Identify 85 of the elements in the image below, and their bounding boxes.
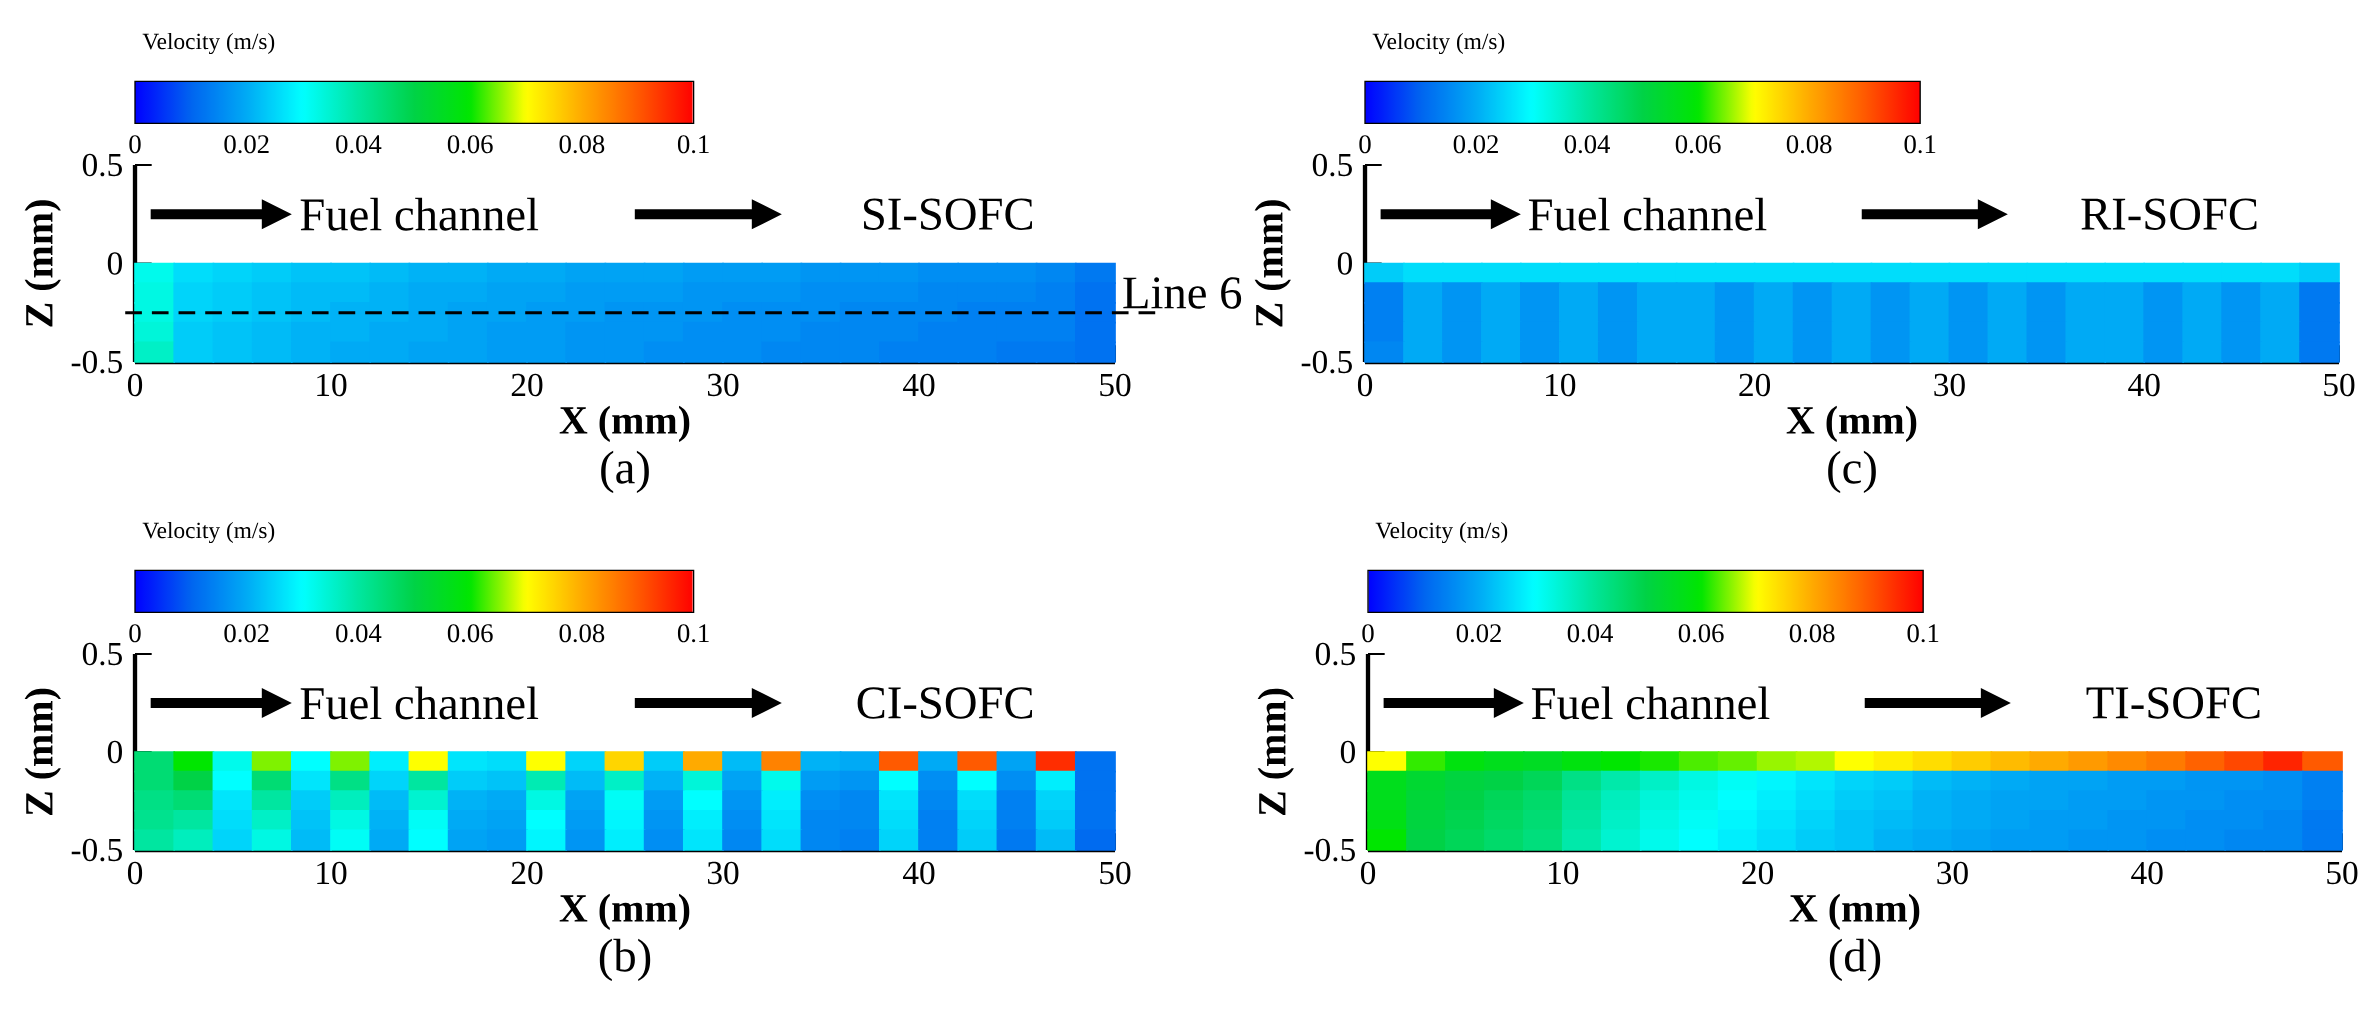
x-tick-label: 0 [1357,373,1373,397]
y-tick-label: -0.5 [1304,838,1355,862]
ref-line-label: Line 6 [1123,277,1242,309]
x-axis-title: X (mm) [1789,893,1920,931]
x-tick-label: 50 [2327,861,2358,885]
x-tick-label: 40 [2128,373,2160,397]
x-tick-label: 50 [1100,861,1131,885]
y-tick-label: -0.5 [71,350,122,374]
annotation: Fuel channel [1528,197,1767,231]
x-tick-label: 20 [1742,861,1774,885]
color-bar-label: 0.02 [224,624,269,643]
x-tick-label: 30 [707,861,739,885]
y-tick-label: 0 [1340,740,1355,764]
text: (c) [1828,450,1876,494]
x-tick-label: 10 [1546,373,1576,397]
color-bar-title: Velocity (m/s) [142,521,275,544]
color-bar-label: 0.1 [1907,624,1939,643]
y-tick-label: -0.5 [1301,350,1352,374]
annotation: Fuel channel [300,197,539,231]
color-bar-label: 0.08 [1789,624,1835,643]
color-bar-label: 0.06 [447,624,493,643]
x-tick-label: 0 [1360,861,1376,885]
text: (a) [601,450,649,494]
x-axis-title: X (mm) [559,893,690,931]
color-bar-label: 0.04 [1564,135,1610,154]
color-bar-label: 0.1 [677,135,709,154]
x-tick-label: 0 [127,861,143,885]
color-bar-label: 0.04 [1567,624,1613,643]
color-bar-label: 0.04 [336,135,382,154]
x-tick-label: 30 [1934,373,1965,397]
y-tick-label: 0.5 [82,642,122,666]
color-bar-label: 0.04 [336,624,382,643]
y-tick-label: 0.5 [1315,642,1355,666]
color-bar-label: 0.02 [1453,135,1498,154]
color-bar-title: Velocity (m/s) [142,32,275,55]
x-tick-label: 10 [317,861,347,885]
color-bar-title: Velocity (m/s) [1372,32,1505,55]
x-tick-label: 30 [707,373,739,397]
x-tick-label: 30 [1937,861,1968,885]
x-tick-label: 50 [2324,373,2355,397]
x-tick-label: 20 [511,861,543,885]
x-axis-title: X (mm) [1786,405,1917,443]
color-bar-label: 0.1 [677,624,709,643]
text: (b) [599,938,651,982]
y-tick-label: 0 [1337,252,1352,275]
x-tick-label: 0 [127,373,143,397]
x-tick-label: 10 [317,373,347,397]
x-tick-label: 40 [902,861,935,885]
y-tick-label: 0.5 [1312,153,1352,177]
color-bar-label: 0.1 [1904,135,1936,154]
color-bar-label: 0.08 [1786,135,1832,154]
y-tick-label: 0.5 [82,153,122,177]
y-axis-title: Z (mm) [1257,688,1294,816]
color-bar-label: 0 [129,624,141,643]
color-bar-label: 0.08 [559,135,605,154]
x-tick-label: 20 [1739,373,1771,397]
y-tick-label: 0 [107,252,122,275]
color-bar-label: 0 [1362,624,1374,643]
y-axis-title: Z (mm) [1254,200,1291,327]
annotation: TI-SOFC [2086,687,2260,719]
x-tick-label: 40 [902,373,935,397]
annotation: RI-SOFC [2081,198,2257,230]
x-tick-label: 50 [1100,373,1131,397]
color-bar-label: 0.02 [224,135,269,154]
color-bar-label: 0.02 [1456,624,1501,643]
annotation: CI-SOFC [857,687,1033,719]
color-bar-label: 0.08 [559,624,605,643]
annotation: Fuel channel [300,686,539,720]
text: (d) [1829,938,1881,982]
x-axis-title: X (mm) [559,405,690,443]
x-tick-label: 20 [511,373,543,397]
annotation: Fuel channel [1531,686,1770,720]
y-axis-title: Z (mm) [24,200,61,327]
annotation: SI-SOFC [863,198,1033,230]
y-tick-label: -0.5 [71,838,122,862]
color-bar-label: 0 [1359,135,1371,154]
x-tick-label: 40 [2131,861,2163,885]
color-bar-label: 0.06 [447,135,493,154]
color-bar-title: Velocity (m/s) [1375,521,1508,544]
color-bar-label: 0.06 [1678,624,1724,643]
y-tick-label: 0 [107,740,122,764]
x-tick-label: 10 [1549,861,1579,885]
color-bar-label: 0.06 [1675,135,1721,154]
color-bar-label: 0 [129,135,141,154]
y-axis-title: Z (mm) [24,688,61,816]
